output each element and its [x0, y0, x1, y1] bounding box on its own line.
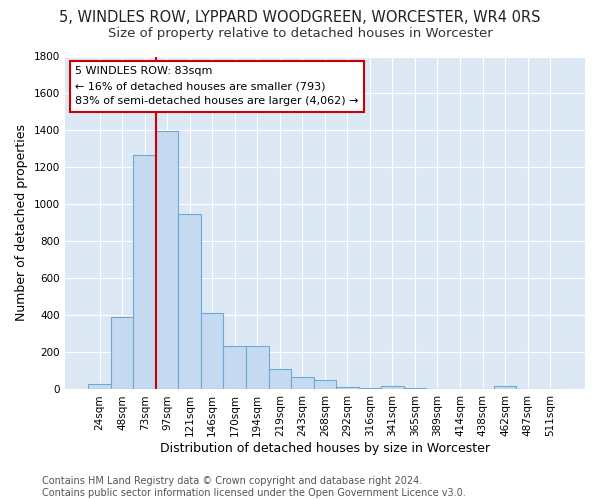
- Bar: [133, 156, 156, 390]
- Bar: [246, 346, 269, 390]
- Text: 5 WINDLES ROW: 83sqm
← 16% of detached houses are smaller (793)
83% of semi-deta: 5 WINDLES ROW: 83sqm ← 16% of detached h…: [75, 66, 359, 106]
- Bar: [494, 386, 516, 390]
- Text: 5, WINDLES ROW, LYPPARD WOODGREEN, WORCESTER, WR4 0RS: 5, WINDLES ROW, LYPPARD WOODGREEN, WORCE…: [59, 10, 541, 25]
- Bar: [111, 318, 133, 390]
- Bar: [269, 369, 291, 390]
- Bar: [156, 132, 178, 390]
- Bar: [201, 312, 223, 390]
- Bar: [359, 388, 381, 390]
- Bar: [223, 346, 246, 390]
- Bar: [404, 388, 426, 390]
- Y-axis label: Number of detached properties: Number of detached properties: [15, 124, 28, 322]
- Text: Size of property relative to detached houses in Worcester: Size of property relative to detached ho…: [107, 28, 493, 40]
- Bar: [314, 380, 336, 390]
- Bar: [178, 214, 201, 390]
- Bar: [381, 386, 404, 390]
- Bar: [88, 384, 111, 390]
- X-axis label: Distribution of detached houses by size in Worcester: Distribution of detached houses by size …: [160, 442, 490, 455]
- Bar: [336, 386, 359, 390]
- Bar: [291, 376, 314, 390]
- Text: Contains HM Land Registry data © Crown copyright and database right 2024.
Contai: Contains HM Land Registry data © Crown c…: [42, 476, 466, 498]
